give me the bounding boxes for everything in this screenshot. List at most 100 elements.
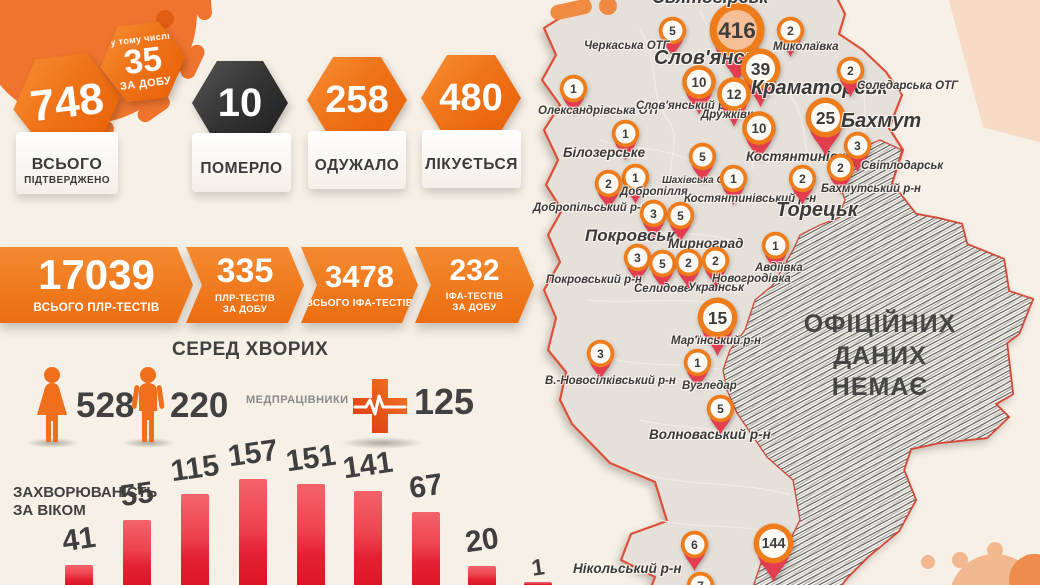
map-pin-Мирноград: 5 xyxy=(665,200,696,244)
map-pin-Нікольський р-н: 6 xyxy=(679,529,710,573)
svg-text:5: 5 xyxy=(699,149,706,163)
map-label-Авдіївка: Авдіївка xyxy=(755,262,803,274)
svg-text:25: 25 xyxy=(815,108,835,128)
card-total-confirmed: ВСЬОГО ПІДТВЕРДЖЕНО xyxy=(16,132,118,194)
map-label-Покровськ: Покровськ xyxy=(585,226,676,245)
test-value: 335 xyxy=(216,252,274,291)
svg-text:1: 1 xyxy=(730,171,737,185)
map-label-Покровський р-н: Покровський р-н xyxy=(546,274,642,286)
map-pin-В.-Новосілківський р-н: 3 xyxy=(585,338,616,382)
svg-text:3: 3 xyxy=(650,206,657,220)
died-value: 10 xyxy=(217,81,263,125)
map-pin-Покровський р-н: 3 xyxy=(622,242,653,286)
svg-text:416: 416 xyxy=(718,18,756,43)
map-pin-Покровськ: 3 xyxy=(638,198,669,242)
test-value: 17039 xyxy=(38,251,155,299)
total-confirmed-label-2: ПІДТВЕРДЖЕНО xyxy=(24,175,110,186)
map-label-Костянтинівський р-н: Костянтинівський р-н xyxy=(684,193,817,205)
map-label-Торецьк: Торецьк xyxy=(776,199,858,221)
svg-text:10: 10 xyxy=(692,75,707,90)
treated-value: 480 xyxy=(439,77,503,119)
svg-text:6: 6 xyxy=(691,537,698,551)
virus-fragment-map-top xyxy=(550,0,617,20)
card-recovered: ОДУЖАЛО xyxy=(308,131,406,189)
map-label-Нікольський р-н: Нікольський р-н xyxy=(573,561,682,576)
map-pin-Миколаївка: 2 xyxy=(775,15,806,59)
map-pin-Торецьк: 2 xyxy=(787,163,818,207)
badge-died-hexagon: 10 xyxy=(192,61,288,145)
svg-text:144: 144 xyxy=(761,536,785,552)
map-pin-Бахмутський р-н: 2 xyxy=(825,152,856,196)
map-label-В.-Новосілківський р-н: В.-Новосілківський р-н xyxy=(545,375,676,387)
map-pin-Соледарська ОТГ: 2 xyxy=(835,55,866,99)
map-label-Вугледар: Вугледар xyxy=(682,380,737,392)
men-count: 220 xyxy=(170,386,229,425)
map-label-Бахмутський р-н: Бахмутський р-н xyxy=(821,183,922,195)
svg-text:12: 12 xyxy=(727,87,742,102)
map-label-Слов'янськ: Слов'янськ xyxy=(654,47,767,69)
map-label-partial-top: Святогірськ xyxy=(652,0,768,8)
test-arrow-1: 335 ПЛР-ТЕСТІВ ЗА ДОБУ xyxy=(186,247,304,323)
test-label: ВСЬОГО ІФА-ТЕСТІВ xyxy=(305,297,414,309)
no-data-line-3: НЕМАЄ xyxy=(831,373,929,401)
test-label: ВСЬОГО ПЛР-ТЕСТІВ xyxy=(33,302,160,315)
map-label-Новогродівка: Новогродівка xyxy=(712,273,791,285)
age-bar xyxy=(524,582,552,585)
age-bar xyxy=(239,479,267,585)
svg-text:39: 39 xyxy=(750,59,770,79)
map-label-Соледарська ОТГ: Соледарська ОТГ xyxy=(857,80,959,92)
hexagon-decoration-top-right xyxy=(949,0,1040,143)
test-arrow-3: 232 ІФА-ТЕСТІВ ЗА ДОБУ xyxy=(415,247,534,323)
map-pin-Добропільський р-н: 2 xyxy=(593,168,624,212)
map-pin-Світлодарськ: 3 xyxy=(842,130,873,174)
age-bar-chart: 41 55 115 157 151 141 67 20 1 xyxy=(60,434,552,585)
total-confirmed-label-1: ВСЬОГО xyxy=(31,156,103,173)
map-pin-value-144: 144 xyxy=(751,521,796,584)
recovered-label: ОДУЖАЛО xyxy=(314,157,400,174)
svg-text:2: 2 xyxy=(685,255,692,269)
svg-text:5: 5 xyxy=(717,401,724,415)
svg-text:10: 10 xyxy=(752,121,767,136)
age-chart-title-line2: ЗА ВІКОМ xyxy=(13,502,86,519)
recovered-value: 258 xyxy=(325,79,389,121)
map-pin-Слов'янський р-н: 10 xyxy=(680,63,718,117)
map-pin-Шахівська ОТГ: 5 xyxy=(687,141,718,185)
treated-label: ЛІКУЄТЬСЯ xyxy=(425,156,518,173)
age-bar xyxy=(297,484,325,585)
svg-text:1: 1 xyxy=(632,170,639,184)
map-pin-Селидове: 5 xyxy=(647,248,678,292)
svg-text:5: 5 xyxy=(659,256,666,270)
died-label: ПОМЕРЛО xyxy=(200,160,283,177)
svg-text:2: 2 xyxy=(847,63,854,77)
svg-text:1: 1 xyxy=(570,81,577,95)
svg-text:7: 7 xyxy=(697,578,704,585)
no-data-line-2: ДАНИХ xyxy=(833,342,927,370)
svg-text:1: 1 xyxy=(694,355,701,369)
map-pin-Слов'янськ: 416 xyxy=(706,0,768,86)
test-arrow-0: 17039 ВСЬОГО ПЛР-ТЕСТІВ xyxy=(0,247,193,323)
map-label-Українськ: Українськ xyxy=(688,282,744,294)
svg-text:3: 3 xyxy=(634,250,641,264)
svg-text:1: 1 xyxy=(772,238,779,252)
test-label: ПЛР-ТЕСТІВ ЗА ДОБУ xyxy=(214,293,276,315)
svg-text:2: 2 xyxy=(799,171,806,185)
map-pin-Волноваський р-н: 5 xyxy=(705,393,736,437)
age-bar xyxy=(412,512,440,585)
map-label-Селидове: Селидове xyxy=(634,283,691,295)
among-sick-title: СЕРЕД ХВОРИХ xyxy=(172,339,329,360)
map-label-Дружківка: Дружківка xyxy=(701,109,760,121)
svg-text:1: 1 xyxy=(622,126,629,140)
coronavirus-illustration-bottom-right xyxy=(921,542,1040,585)
map-label-Мар'їнський р-н: Мар'їнський р-н xyxy=(671,335,762,347)
age-bar xyxy=(123,520,151,585)
card-died: ПОМЕРЛО xyxy=(192,133,291,192)
map-label-Шахівська ОТГ: Шахівська ОТГ xyxy=(662,175,737,186)
medic-cross-icon xyxy=(353,379,407,433)
map-pin-Краматорськ: 39 xyxy=(738,46,783,109)
map-pin-Бахмут: 25 xyxy=(803,95,848,158)
map-pin-Мар'їнський р-н: 15 xyxy=(695,295,740,358)
map-label-Добропілля: Добропілля xyxy=(620,186,688,198)
age-bar xyxy=(181,494,209,585)
